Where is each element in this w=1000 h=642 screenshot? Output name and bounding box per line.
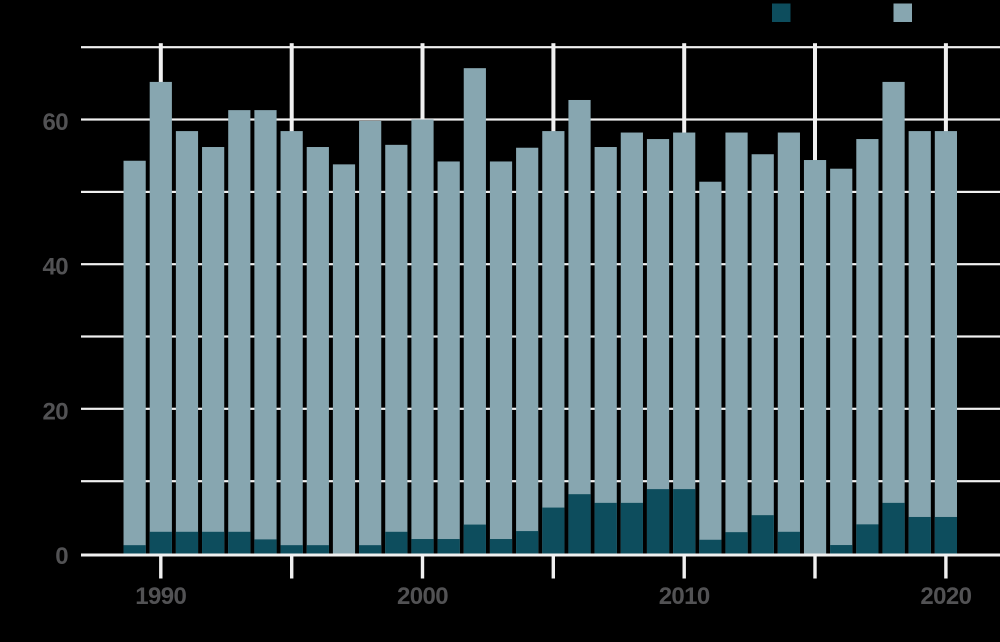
- svg-text:60: 60: [43, 109, 69, 136]
- svg-text:2010: 2010: [659, 583, 710, 610]
- svg-text:40: 40: [43, 254, 69, 281]
- svg-text:2020: 2020: [920, 583, 971, 610]
- svg-text:20: 20: [43, 398, 69, 425]
- svg-text:0: 0: [55, 543, 68, 570]
- svg-text:2000: 2000: [397, 583, 448, 610]
- svg-text:1990: 1990: [135, 583, 186, 610]
